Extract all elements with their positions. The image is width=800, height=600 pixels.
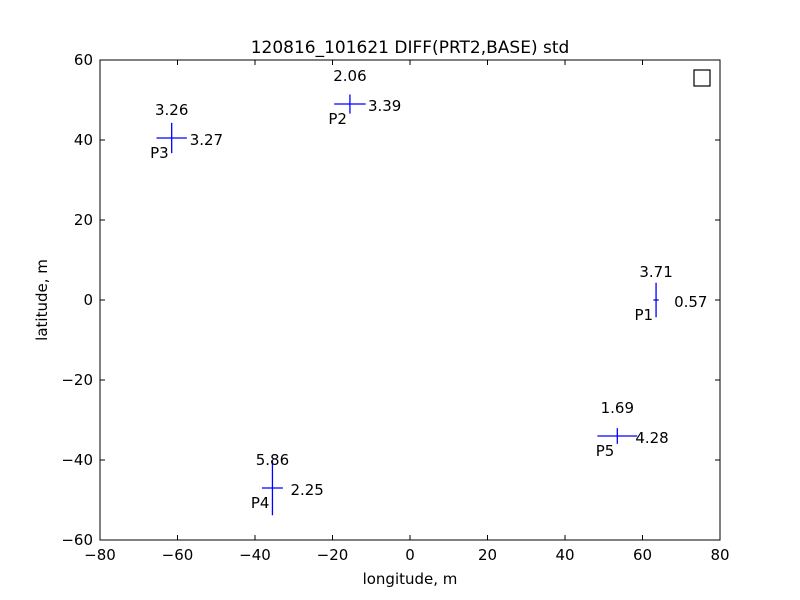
- y-tick-label: 40: [74, 131, 93, 149]
- x-tick-label: 0: [405, 546, 415, 564]
- x-axis-label: longitude, m: [363, 570, 458, 588]
- x-tick-label: −40: [239, 546, 271, 564]
- point-name-label: P3: [150, 144, 169, 162]
- y-tick-label: −60: [61, 531, 93, 549]
- plot-frame: [99, 59, 721, 541]
- std-y-label: 5.86: [256, 451, 289, 469]
- chart-title: 120816_101621 DIFF(PRT2,BASE) std: [251, 38, 570, 58]
- point-name-label: P1: [634, 306, 653, 324]
- x-tick-label: 60: [633, 546, 652, 564]
- x-tick-label: 40: [555, 546, 574, 564]
- legend-box: [693, 69, 711, 87]
- y-tick-label: −40: [61, 451, 93, 469]
- y-tick-label: 20: [74, 211, 93, 229]
- std-y-label: 3.71: [639, 263, 672, 281]
- x-tick-label: −60: [162, 546, 194, 564]
- std-y-label: 1.69: [601, 399, 634, 417]
- std-y-label: 2.06: [333, 67, 366, 85]
- std-y-label: 3.26: [155, 101, 188, 119]
- data-marks: P1 3.710.57 P2 2.063.39 P3 3.263.27 P4 5.862.25…: [150, 67, 707, 516]
- point-name-label: P4: [251, 494, 270, 512]
- std-x-label: 2.25: [290, 481, 323, 499]
- std-x-label: 3.27: [190, 131, 223, 149]
- std-x-label: 0.57: [674, 293, 707, 311]
- y-tick-label: −20: [61, 371, 93, 389]
- y-tick-label: 0: [83, 291, 93, 309]
- point-name-label: P5: [596, 442, 615, 460]
- y-axis-label: latitude, m: [33, 259, 51, 341]
- x-tick-label: 20: [478, 546, 497, 564]
- std-x-label: 4.28: [635, 429, 668, 447]
- std-x-label: 3.39: [368, 97, 401, 115]
- y-tick-label: 60: [74, 51, 93, 69]
- x-tick-label: 80: [710, 546, 729, 564]
- x-tick-label: −20: [317, 546, 349, 564]
- point-name-label: P2: [328, 110, 347, 128]
- x-tick-label: −80: [84, 546, 116, 564]
